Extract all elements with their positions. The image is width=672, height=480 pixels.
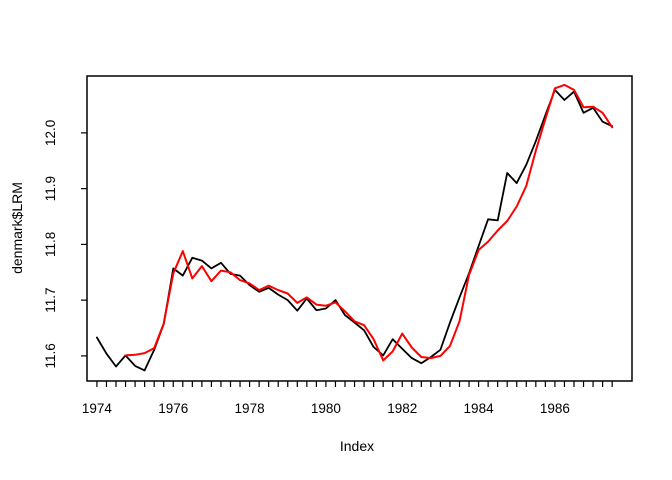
series-line-black bbox=[96, 89, 614, 372]
x-tick-label: 1978 bbox=[235, 401, 265, 416]
series-line-red bbox=[124, 83, 614, 362]
x-tick-label: 1980 bbox=[311, 401, 341, 416]
x-axis: 1974 1976 1978 1980 1982 1984 1986 bbox=[82, 381, 613, 416]
x-tick-label: 1986 bbox=[540, 401, 570, 416]
x-axis-title: Index bbox=[340, 438, 374, 454]
x-tick-label: 1984 bbox=[464, 401, 495, 416]
y-tick-label: 11.7 bbox=[43, 288, 58, 313]
plot-border-box bbox=[86, 75, 633, 382]
x-tick-label: 1976 bbox=[158, 401, 188, 416]
x-tick-label: 1982 bbox=[387, 401, 417, 416]
y-tick-label: 12.0 bbox=[43, 120, 58, 146]
y-axis-title: denmark$LRM bbox=[9, 182, 25, 274]
y-axis: 11.6 11.7 11.8 11.9 12.0 bbox=[43, 120, 87, 369]
y-tick-label: 11.6 bbox=[43, 343, 58, 368]
y-tick-label: 11.9 bbox=[43, 176, 58, 201]
x-tick-label: 1974 bbox=[82, 401, 113, 416]
y-tick-label: 11.8 bbox=[43, 232, 58, 257]
data-series bbox=[96, 83, 614, 372]
